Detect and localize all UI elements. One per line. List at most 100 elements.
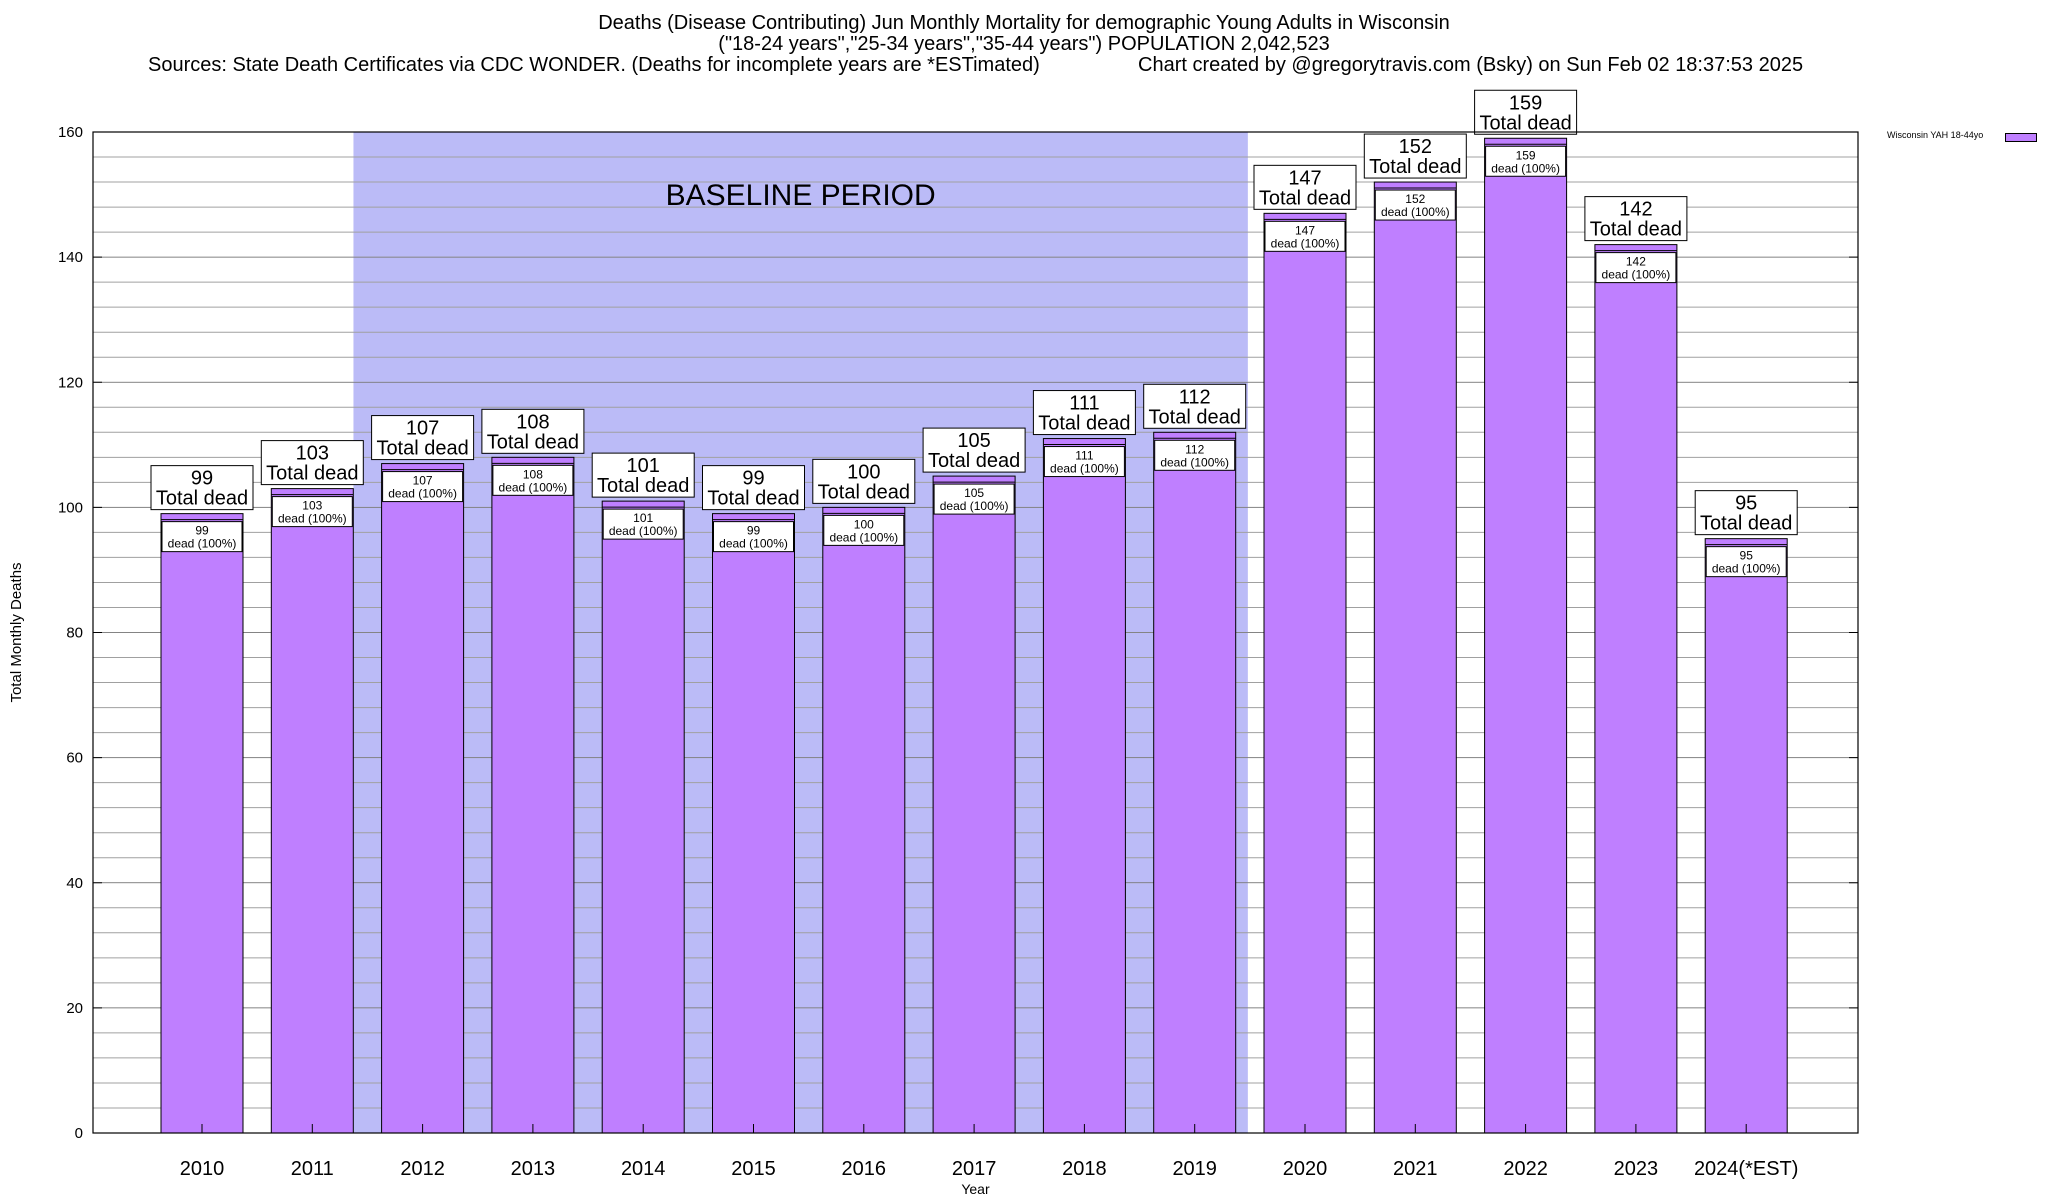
inner-label-text: dead (100%) (1050, 462, 1119, 476)
top-label-box (702, 465, 805, 511)
top-label-value: 105 (957, 430, 990, 452)
inner-label-text: dead (100%) (1602, 268, 1671, 282)
chart-credit: Chart created by @gregorytravis.com (Bsk… (1138, 54, 1804, 76)
inner-label-box (1705, 546, 1787, 578)
inner-label-box (382, 471, 464, 503)
top-label-text: Total dead (1700, 513, 1792, 535)
bar (491, 456, 575, 1134)
top-label-box (591, 452, 695, 498)
inner-label-box (823, 514, 905, 546)
top-label-box (481, 408, 585, 454)
bar (381, 463, 465, 1134)
bar (601, 500, 685, 1134)
y-tick-label: 0 (75, 1125, 83, 1142)
x-tick-label: 2013 (511, 1158, 556, 1180)
x-tick-label: 2019 (1172, 1158, 1217, 1180)
inner-label-value: 152 (1405, 192, 1425, 206)
inner-label-value: 105 (964, 486, 984, 500)
inner-label-value: 159 (1516, 148, 1536, 162)
top-label-box (1584, 196, 1688, 242)
y-tick-label: 160 (58, 124, 83, 141)
top-label-value: 142 (1619, 199, 1652, 221)
top-label-box (812, 458, 916, 504)
inner-label-text: dead (100%) (278, 512, 347, 526)
inner-label-text: dead (100%) (1491, 161, 1560, 175)
inner-label-text: dead (100%) (609, 524, 678, 538)
baseline-annotation: BASELINE PERIOD (666, 179, 936, 212)
x-tick-label: 2021 (1393, 1158, 1438, 1180)
top-label-box (1032, 390, 1136, 436)
inner-label-value: 95 (1740, 549, 1754, 563)
inner-label-text: dead (100%) (499, 480, 568, 494)
top-label-box (260, 440, 364, 486)
top-label-value: 159 (1509, 92, 1542, 114)
inner-label-value: 107 (413, 474, 433, 488)
top-label-text: Total dead (266, 463, 358, 485)
top-label-box (1474, 89, 1578, 135)
top-label-text: Total dead (597, 475, 689, 497)
y-tick-label: 140 (58, 249, 83, 266)
bar (270, 488, 354, 1134)
bar (822, 506, 906, 1134)
top-label-text: Total dead (156, 488, 248, 510)
bar (1594, 244, 1678, 1134)
inner-label-value: 142 (1626, 255, 1646, 269)
inner-label-box (1485, 145, 1567, 177)
top-label-text: Total dead (376, 438, 468, 460)
top-label-text: Total dead (1259, 187, 1351, 209)
inner-label-text: dead (100%) (1381, 205, 1450, 219)
bar (1484, 137, 1568, 1134)
x-tick-label: 2024(*EST) (1694, 1158, 1799, 1180)
inner-label-text: dead (100%) (719, 537, 788, 551)
chart-title: Deaths (Disease Contributing) Jun Monthl… (598, 12, 1450, 34)
top-label-text: Total dead (1149, 406, 1241, 428)
inner-label-value: 103 (302, 499, 322, 513)
top-label-text: Total dead (1038, 413, 1130, 435)
x-tick-label: 2017 (952, 1158, 997, 1180)
top-label-text: Total dead (487, 431, 579, 453)
inner-label-box (1374, 189, 1456, 221)
plot-frame (92, 131, 1859, 1134)
inner-label-value: 101 (633, 511, 653, 525)
bar (1153, 431, 1237, 1134)
legend-swatch (2005, 133, 2037, 142)
y-tick-label: 80 (66, 625, 83, 642)
bar (1042, 438, 1126, 1134)
y-tick-label: 120 (58, 374, 83, 391)
top-label-value: 101 (627, 455, 660, 477)
y-tick-label: 60 (66, 750, 83, 767)
top-label-box (1143, 383, 1247, 429)
x-tick-label: 2010 (180, 1158, 225, 1180)
top-label-value: 107 (406, 418, 439, 440)
inner-label-box (602, 508, 684, 540)
top-label-box (150, 465, 254, 511)
x-tick-label: 2022 (1503, 1158, 1548, 1180)
inner-label-text: dead (100%) (1160, 455, 1229, 469)
x-tick-label: 2015 (731, 1158, 776, 1180)
inner-label-box (492, 464, 574, 496)
top-label-value: 99 (742, 468, 764, 490)
bar (160, 513, 244, 1134)
inner-label-text: dead (100%) (1271, 236, 1340, 250)
top-label-value: 108 (516, 411, 549, 433)
y-tick-label: 100 (58, 499, 83, 516)
x-axis-title: Year (961, 1181, 990, 1197)
top-label-box (371, 415, 475, 461)
x-tick-label: 2011 (291, 1158, 334, 1180)
top-label-text: Total dead (707, 488, 799, 510)
top-label-text: Total dead (928, 450, 1020, 472)
y-tick-label: 40 (66, 875, 83, 892)
x-tick-label: 2023 (1614, 1158, 1659, 1180)
inner-label-box (933, 483, 1015, 515)
top-label-value: 99 (191, 468, 213, 490)
top-label-value: 103 (296, 443, 329, 465)
top-label-value: 147 (1288, 167, 1321, 189)
inner-label-box (713, 521, 794, 553)
legend-label: Wisconsin YAH 18-44yo (1887, 130, 1984, 140)
inner-label-value: 112 (1185, 442, 1204, 456)
inner-label-box (1264, 220, 1346, 252)
y-tick-label: 20 (66, 1000, 83, 1017)
inner-label-value: 108 (523, 467, 543, 481)
top-label-text: Total dead (1590, 219, 1682, 241)
